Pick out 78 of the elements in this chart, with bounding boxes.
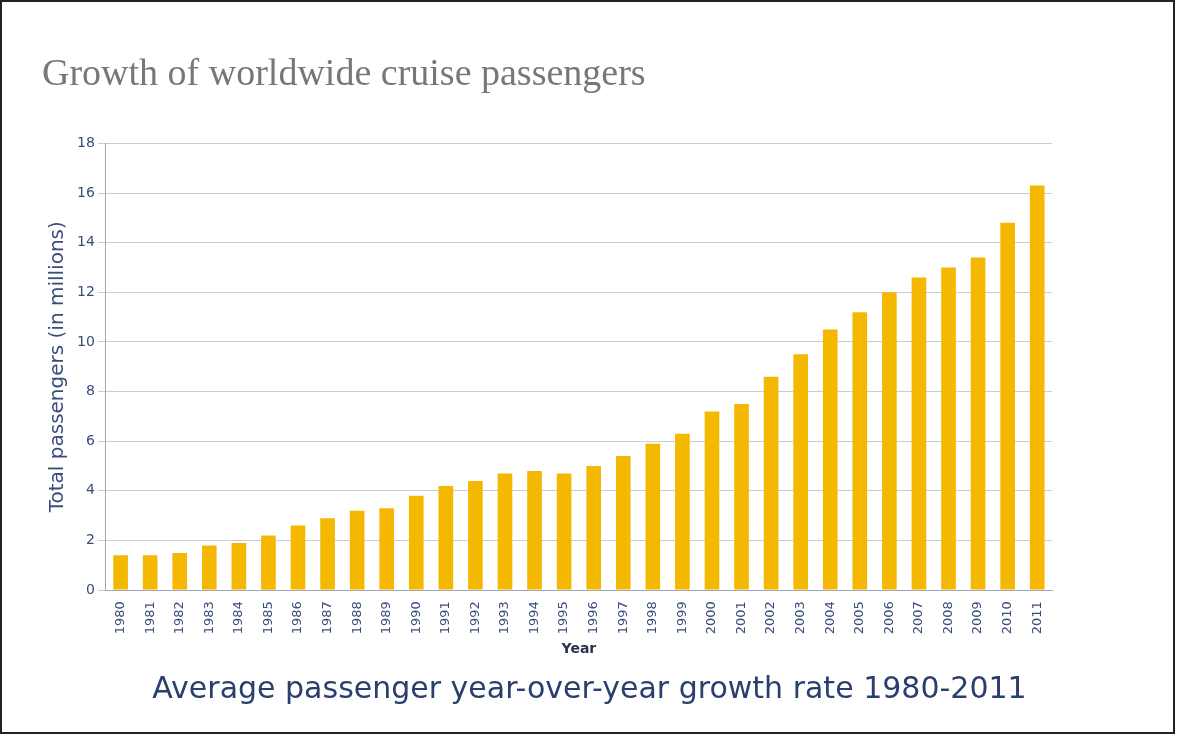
bar xyxy=(142,555,158,590)
bar xyxy=(882,292,897,590)
x-tick-label: 1990 xyxy=(407,601,423,635)
x-tick-label: 1981 xyxy=(141,601,157,635)
x-tick-label: 1987 xyxy=(318,601,334,635)
x-tick-label: 1994 xyxy=(525,601,541,635)
x-tick-label: 1995 xyxy=(555,601,571,635)
bar xyxy=(911,277,927,590)
x-tick-label: 1996 xyxy=(585,601,601,635)
y-tick-label: 14 xyxy=(76,233,95,250)
x-tick-label: 2000 xyxy=(703,601,719,635)
x-tick-label: 1984 xyxy=(230,601,246,635)
x-tick-label: 1992 xyxy=(466,601,482,635)
x-tick-label: 1989 xyxy=(378,601,394,635)
x-tick-label: 1991 xyxy=(437,601,453,635)
y-tick-label: 16 xyxy=(76,183,95,200)
bar xyxy=(615,456,631,590)
bar xyxy=(645,443,661,590)
x-tick-label: 2011 xyxy=(1028,601,1044,635)
bar xyxy=(172,552,188,590)
bar xyxy=(852,312,868,590)
bar xyxy=(261,535,276,590)
y-tick-label: 8 xyxy=(85,382,95,399)
x-tick-label: 2006 xyxy=(880,601,896,635)
x-tick-label: 1998 xyxy=(644,601,660,635)
bar xyxy=(556,473,572,590)
x-axis-title: Year xyxy=(560,640,597,657)
bar xyxy=(201,545,217,590)
x-tick-label: 2007 xyxy=(910,601,926,635)
x-tick-label: 2002 xyxy=(762,601,778,635)
y-axis-title: Total passengers (in millions) xyxy=(44,221,69,514)
bar xyxy=(379,508,395,590)
text: Average passenger year-over-year growth rate 1980-2011 xyxy=(151,670,1028,705)
x-tick-label: 1999 xyxy=(673,601,689,635)
bar xyxy=(497,473,513,590)
y-tick-label: 2 xyxy=(85,531,95,548)
bar xyxy=(704,411,720,590)
bar xyxy=(113,555,128,590)
x-tick-label: 2005 xyxy=(851,601,867,635)
bar xyxy=(468,480,483,590)
bar xyxy=(675,433,690,590)
y-tick-label: 18 xyxy=(76,134,95,151)
x-tick-label: 1986 xyxy=(289,601,305,635)
bar xyxy=(349,510,365,590)
bar xyxy=(941,267,956,590)
y-tick-label: 4 xyxy=(85,481,95,498)
bar xyxy=(290,525,306,590)
bar xyxy=(438,485,454,590)
x-tick-label: 1983 xyxy=(200,601,216,635)
y-tick-label: 0 xyxy=(85,580,95,597)
bar xyxy=(793,354,808,590)
x-tick-label: 2004 xyxy=(821,601,837,635)
bar xyxy=(231,542,247,590)
bar xyxy=(734,403,749,590)
bar xyxy=(1029,185,1045,590)
y-tick-label: 10 xyxy=(76,332,95,349)
x-tick-label: 1997 xyxy=(614,601,630,635)
y-tick-label: 6 xyxy=(85,431,95,448)
x-tick-label: 1988 xyxy=(348,601,364,635)
x-tick-label: 2001 xyxy=(732,601,748,635)
x-tick-label: 1993 xyxy=(496,601,512,635)
bar xyxy=(1000,222,1015,590)
bar xyxy=(763,376,779,590)
x-tick-label: 1985 xyxy=(259,601,275,635)
x-tick-label: 2010 xyxy=(999,601,1015,635)
y-tick-label: 12 xyxy=(76,282,95,299)
x-tick-label: 1980 xyxy=(111,601,127,635)
chart-title: Growth of worldwide cruise passengers xyxy=(42,50,646,94)
bar xyxy=(970,257,986,590)
bar xyxy=(320,518,335,590)
bar xyxy=(586,466,602,590)
bar xyxy=(527,470,542,590)
x-tick-label: 2008 xyxy=(939,601,955,635)
x-tick-label: 1982 xyxy=(171,601,187,635)
bar xyxy=(822,329,838,590)
x-tick-label: 2003 xyxy=(792,601,808,635)
x-tick-label: 2009 xyxy=(969,601,985,635)
bar xyxy=(408,495,424,590)
